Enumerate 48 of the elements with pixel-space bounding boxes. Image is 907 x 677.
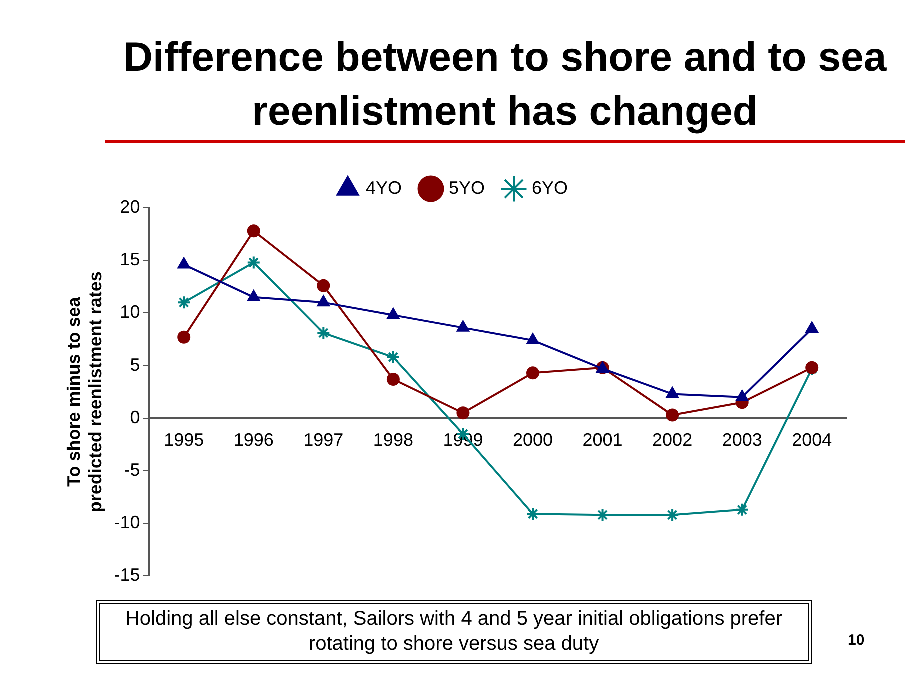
point [666,408,680,422]
point [247,224,260,238]
legend-label: 5YO [448,178,486,198]
y-tick-label: -15 [114,565,140,586]
point [386,372,400,386]
x-tick-label: 2004 [792,430,832,450]
y-tick-label: 15 [120,250,140,270]
point [177,296,192,310]
point [316,326,331,340]
point [526,366,540,380]
point [386,308,400,320]
x-tick-label: 1995 [164,430,204,450]
y-axis-title: To shore minus to sea predicted reenlistment rates [64,272,106,513]
point [246,256,261,270]
point [666,508,680,522]
x-tick-label: 1997 [304,430,344,450]
point [806,321,819,333]
point [178,330,191,344]
x-tick-label: 2000 [512,430,554,450]
y-tick-label: 0 [130,407,140,428]
y-tick-label: 10 [120,302,140,322]
x-tick-label: 1996 [234,430,274,450]
point [456,406,470,420]
text: Holding all else constant, Sailors with 4 and 5 year initial obligations prefer rotating to shore versus sea duty [96,600,812,664]
legend-label: 4YO [366,178,402,198]
text: 10 [848,632,865,649]
point [596,508,610,522]
y-tick-label: 5 [130,354,140,375]
point [178,257,191,269]
x-tick-label: 2002 [652,430,693,450]
point [456,320,470,332]
point [317,295,330,307]
point [526,507,540,522]
chart-title: Difference between to shore and to sea reenlistment has changed [105,30,905,143]
point [247,290,260,302]
point [526,333,540,345]
x-tick-label: 2003 [722,430,762,450]
y-tick-label: -10 [114,512,140,533]
y-tick-label: -5 [124,460,140,480]
legend-label: 6YO [532,178,568,198]
y-tick-label: 20 [120,196,140,217]
point [736,390,749,402]
point [735,502,750,517]
point [317,279,330,292]
point [666,386,680,398]
x-tick-label: 1998 [373,430,414,450]
point [386,350,400,364]
x-tick-label: 2001 [582,430,623,450]
